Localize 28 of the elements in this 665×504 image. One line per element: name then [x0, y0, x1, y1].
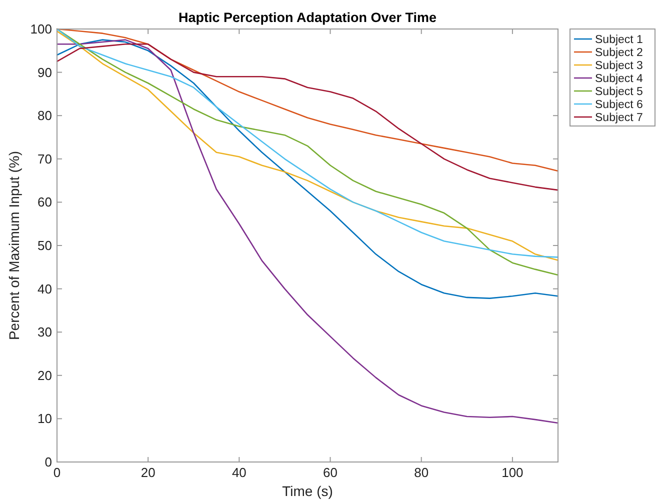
y-tick-label: 50: [38, 238, 52, 253]
legend-label: Subject 7: [595, 112, 643, 124]
y-tick-label: 0: [44, 454, 52, 470]
y-axis-title: Percent of Maximum Input (%): [6, 150, 22, 340]
x-tick-label: 40: [232, 465, 246, 480]
y-tick-label: 10: [38, 411, 52, 426]
y-tick-label: 30: [38, 324, 52, 340]
y-tick-label: 40: [38, 281, 52, 296]
legend-label: Subject 4: [595, 73, 644, 85]
x-tick-label: 80: [414, 465, 429, 480]
legend-label: Subject 3: [595, 60, 643, 72]
y-tick-label: 90: [38, 64, 52, 80]
x-tick-label: 20: [140, 465, 156, 480]
x-tick-label: 60: [323, 465, 338, 480]
line-series: [56, 39, 559, 424]
x-tick-label: 100: [502, 465, 524, 480]
line-series: [56, 44, 559, 191]
legend-label: Subject 5: [595, 86, 643, 98]
legend-label: Subject 2: [595, 47, 643, 59]
x-axis-title: Time (s): [282, 483, 333, 499]
y-tick-label: 70: [38, 151, 52, 166]
y-tick-label: 100: [30, 22, 52, 36]
legend-label: Subject 6: [595, 99, 643, 111]
y-tick-label: 20: [38, 368, 52, 383]
y-tick-label: 60: [38, 194, 52, 210]
chart-title: Haptic Perception Adaptation Over Time: [178, 10, 438, 25]
legend-label: Subject 1: [595, 34, 643, 46]
y-tick-label: 80: [38, 108, 52, 124]
